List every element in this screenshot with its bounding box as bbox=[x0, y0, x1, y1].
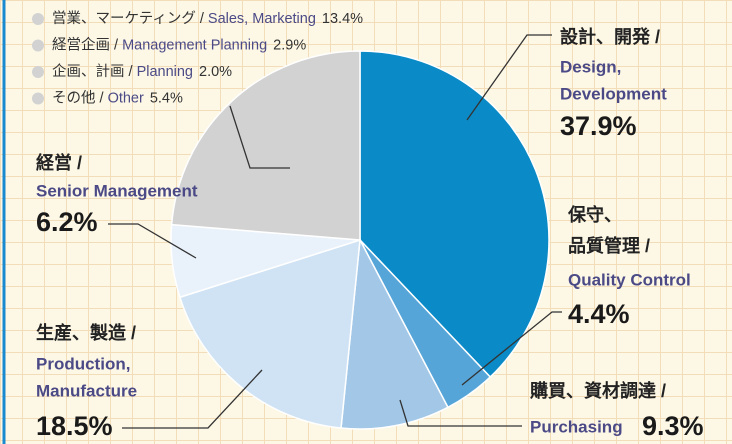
label-en: Design, bbox=[560, 57, 621, 76]
label-ja: 経営 / bbox=[36, 152, 82, 173]
legend-entry: その他 / Other 5.4% bbox=[52, 89, 183, 106]
value-label: 18.5% bbox=[36, 411, 113, 441]
label-ja: 購買、資材調達 / bbox=[529, 380, 666, 401]
label-en: Purchasing bbox=[530, 417, 623, 436]
label-en: Senior Management bbox=[36, 181, 198, 200]
legend-entry: 経営企画 / Management Planning 2.9% bbox=[52, 35, 306, 53]
legend-value: 2.0% bbox=[199, 64, 232, 80]
legend-ja: 経営企画 / bbox=[52, 35, 119, 53]
legend-entry: 企画、計画 / Planning 2.0% bbox=[52, 62, 232, 80]
label-en: Manufacture bbox=[36, 381, 137, 400]
legend-en: Planning bbox=[137, 64, 193, 80]
label-ja: 設計、開発 / bbox=[560, 26, 660, 47]
leader-line bbox=[108, 223, 197, 259]
legend-ja: その他 / bbox=[52, 89, 105, 106]
leader-line bbox=[466, 34, 552, 121]
pie-slice-other bbox=[170, 50, 361, 241]
value-label: 6.2% bbox=[36, 207, 98, 237]
legend-value: 13.4% bbox=[322, 11, 363, 27]
pie-slice bbox=[178, 238, 361, 429]
label-en: Production, bbox=[36, 354, 130, 373]
legend-bullet bbox=[32, 92, 44, 105]
value-label: 37.9% bbox=[560, 111, 637, 141]
label-en: Development bbox=[560, 84, 667, 103]
legend-bullet bbox=[32, 13, 44, 25]
leader-line bbox=[229, 105, 290, 169]
legend-ja: 営業、マーケティング / bbox=[52, 10, 205, 27]
legend-en: Other bbox=[108, 90, 144, 106]
value-label: 4.4% bbox=[568, 299, 630, 329]
leader-line bbox=[122, 369, 263, 429]
legend-ja: 企画、計画 / bbox=[52, 62, 134, 80]
pie-slice bbox=[340, 237, 449, 430]
label-ja: 生産、製造 / bbox=[36, 322, 136, 343]
legend-entry: 営業、マーケティング / Sales, Marketing 13.4% bbox=[52, 10, 363, 27]
label-ja: 品質管理 / bbox=[568, 235, 650, 256]
legend-value: 2.9% bbox=[273, 37, 306, 53]
value-label: 9.3% bbox=[642, 411, 704, 441]
legend-value: 5.4% bbox=[150, 90, 183, 106]
legend-bullet bbox=[32, 66, 44, 78]
label-ja: 保守、 bbox=[567, 204, 622, 225]
legend-bullet bbox=[32, 39, 44, 52]
leader-line bbox=[461, 311, 562, 386]
legend-en: Sales, Marketing bbox=[208, 11, 316, 27]
leader-line bbox=[399, 399, 522, 427]
pie-slice bbox=[359, 50, 550, 379]
label-en: Quality Control bbox=[568, 270, 691, 289]
legend-en: Management Planning bbox=[122, 37, 267, 53]
